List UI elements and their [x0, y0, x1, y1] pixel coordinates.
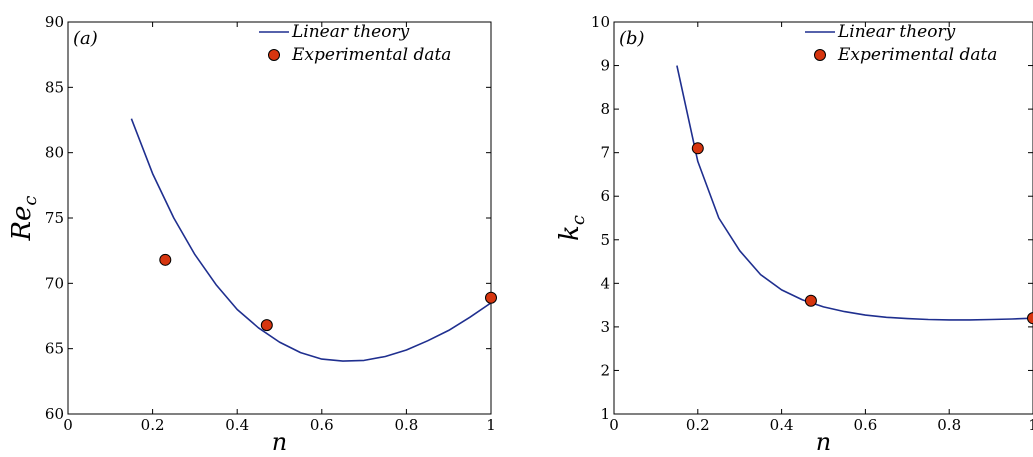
- series-line-linear-theory: [130, 118, 492, 362]
- x-tick-label: 0: [63, 416, 73, 434]
- x-tick-label: 0.4: [770, 416, 794, 434]
- data-point-experimental: [691, 142, 704, 155]
- plot-frame: [67, 21, 492, 415]
- x-tick-label: 0.6: [853, 416, 877, 434]
- y-tick-label: 5: [600, 231, 610, 249]
- y-tick-label: 70: [45, 274, 64, 292]
- legend: Linear theory Experimental data: [805, 22, 997, 65]
- legend-label-linear-theory: Linear theory: [837, 22, 956, 42]
- y-tick-label: 80: [45, 144, 64, 162]
- panel-label: (a): [73, 28, 98, 49]
- data-point-experimental: [1027, 312, 1033, 325]
- x-axis-label: n: [816, 428, 831, 456]
- y-tick-label: 65: [45, 340, 64, 358]
- chart-panel-b: 0 0.2 0.4 0.6 0.8 1 1 2 3 4 5 6 7 8 9 10 n kc (b) Linear th…: [555, 13, 1033, 456]
- y-tick-label: 60: [45, 405, 64, 423]
- x-tick-label: 1: [1028, 416, 1033, 434]
- y-tick-label: 10: [591, 13, 610, 31]
- y-tick-label: 90: [45, 13, 64, 31]
- y-tick-label: 1: [600, 405, 610, 423]
- y-tick-label: 3: [600, 318, 610, 336]
- legend: Linear theory Experimental data: [259, 22, 451, 65]
- legend-marker-swatch: [268, 49, 280, 61]
- y-tick-label: 85: [45, 78, 64, 96]
- data-point-experimental: [485, 291, 497, 304]
- data-point-experimental: [260, 319, 273, 332]
- legend-label-experimental-data: Experimental data: [291, 45, 451, 65]
- y-tick-label: 9: [600, 57, 610, 75]
- data-point-experimental: [804, 294, 817, 307]
- x-tick-label: 0.8: [394, 416, 418, 434]
- plot-frame: [613, 21, 1033, 415]
- legend-label-linear-theory: Linear theory: [291, 22, 410, 42]
- y-tick-label: 8: [600, 100, 610, 118]
- x-tick-label: 0.2: [686, 416, 710, 434]
- y-tick-label: 2: [600, 361, 610, 379]
- y-axis-label: kc: [555, 215, 589, 241]
- legend-marker-swatch: [814, 49, 826, 61]
- legend-label-experimental-data: Experimental data: [837, 45, 997, 65]
- x-tick-label: 0.6: [310, 416, 334, 434]
- y-axis-label: Rec: [7, 195, 41, 241]
- x-tick-label: 0.4: [225, 416, 249, 434]
- panel-label: (b): [619, 28, 645, 49]
- x-tick-label: 1: [486, 416, 496, 434]
- x-tick-label: 0.2: [141, 416, 165, 434]
- y-tick-label: 75: [45, 209, 64, 227]
- x-tick-label: 0: [609, 416, 619, 434]
- y-tick-label: 7: [600, 144, 610, 162]
- y-tick-label: 4: [600, 274, 610, 292]
- data-point-experimental: [159, 253, 172, 266]
- chart-panel-a: 0 0.2 0.4 0.6 0.8 1 60 65 70 75 80 85 90 n Rec (a) Linea…: [7, 13, 497, 456]
- x-axis-label: n: [272, 428, 287, 456]
- series-line-linear-theory: [676, 65, 1033, 321]
- x-tick-label: 0.8: [937, 416, 961, 434]
- y-tick-label: 6: [600, 187, 610, 205]
